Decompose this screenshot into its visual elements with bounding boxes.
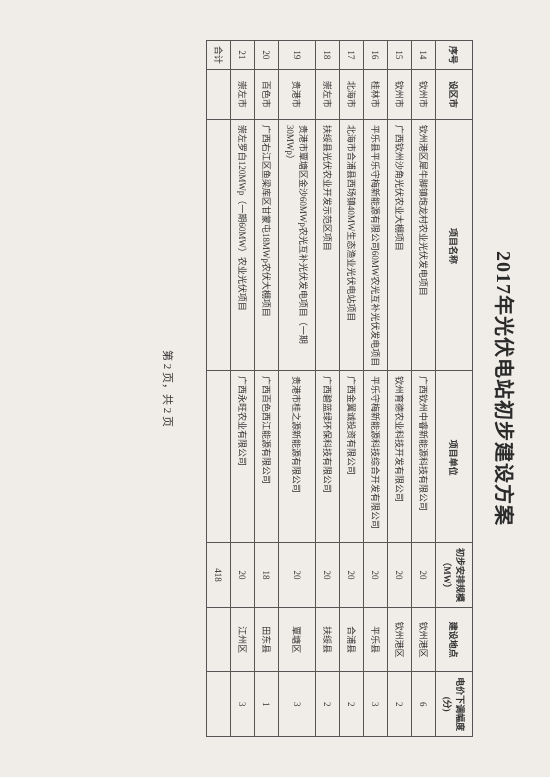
cell-city: 贵港市 xyxy=(279,69,316,119)
cell-scale: 20 xyxy=(316,543,340,608)
cell-seq: 19 xyxy=(279,41,316,70)
cell-adjust: 2 xyxy=(316,672,340,737)
cell-unit: 平乐守梅新能源科技综合开发有限公司 xyxy=(364,371,388,543)
th-city: 设区市 xyxy=(436,69,473,119)
cell-seq: 21 xyxy=(231,41,255,70)
table-row: 17北海市北海市合浦县西场镇40MW生态渔业光伏电站项目广西金翼诚投资有限公司2… xyxy=(340,41,364,737)
cell-location: 钦州港区 xyxy=(412,607,436,672)
cell-city: 崇左市 xyxy=(316,69,340,119)
cell-adjust: 3 xyxy=(364,672,388,737)
cell-city: 崇左市 xyxy=(231,69,255,119)
th-scale: 初步安排规模（MW） xyxy=(436,543,473,608)
cell-city: 钦州市 xyxy=(388,69,412,119)
total-label: 合计 xyxy=(207,41,231,70)
cell-seq: 15 xyxy=(388,41,412,70)
cell-city: 桂林市 xyxy=(364,69,388,119)
table-row: 20百色市广西右江区鱼梁库区甘蒙屯18MWp农伏大棚项目广西百色西江能源有限公司… xyxy=(255,41,279,737)
cell-location: 平乐县 xyxy=(364,607,388,672)
cell-seq: 16 xyxy=(364,41,388,70)
cell-city: 北海市 xyxy=(340,69,364,119)
table-row: 21崇左市崇左罗白120MWp（一期60MW）农业光伏项目广西永旺农业有限公司2… xyxy=(231,41,255,737)
cell-location: 覃塘区 xyxy=(279,607,316,672)
cell-unit: 广西金翼诚投资有限公司 xyxy=(340,371,364,543)
cell-location: 钦州港区 xyxy=(388,607,412,672)
page-number: 第 2 页，共 2 页 xyxy=(160,40,176,737)
cell-project: 钦州港区犀牛脚镇炮龙村农业光伏发电项目 xyxy=(412,119,436,370)
table-row: 16桂林市平乐县平乐守梅新能源有限公司60MW农光互补光伏发电项目平乐守梅新能源… xyxy=(364,41,388,737)
cell-seq: 17 xyxy=(340,41,364,70)
cell-project: 扶绥县光伏农业开发示范区项目 xyxy=(316,119,340,370)
cell-project: 广西钦州沙角光伏农业大棚项目 xyxy=(388,119,412,370)
cell-location: 扶绥县 xyxy=(316,607,340,672)
th-project: 项目名称 xyxy=(436,119,473,370)
cell-unit: 贵港市桂之源新能源有限公司 xyxy=(279,371,316,543)
cell-adjust: 3 xyxy=(231,672,255,737)
cell-unit: 广西碧蓝绿环保科技有限公司 xyxy=(316,371,340,543)
cell-project: 崇左罗白120MWp（一期60MW）农业光伏项目 xyxy=(231,119,255,370)
cell-project: 平乐县平乐守梅新能源有限公司60MW农光互补光伏发电项目 xyxy=(364,119,388,370)
cell-scale: 20 xyxy=(340,543,364,608)
cell-project: 贵港市覃塘区金沙60MWp农光互补光伏发电项目（一期30MWp） xyxy=(279,119,316,370)
cell-seq: 18 xyxy=(316,41,340,70)
total-row: 合计 418 xyxy=(207,41,231,737)
cell-scale: 20 xyxy=(231,543,255,608)
cell-adjust: 6 xyxy=(412,672,436,737)
cell-seq: 14 xyxy=(412,41,436,70)
th-unit: 项目单位 xyxy=(436,371,473,543)
cell-seq: 20 xyxy=(255,41,279,70)
th-adjust: 电价下调幅度(分) xyxy=(436,672,473,737)
project-table: 序号 设区市 项目名称 项目单位 初步安排规模（MW） 建设地点 电价下调幅度(… xyxy=(206,40,473,737)
th-seq: 序号 xyxy=(436,41,473,70)
cell-adjust: 2 xyxy=(388,672,412,737)
cell-scale: 20 xyxy=(364,543,388,608)
cell-adjust: 1 xyxy=(255,672,279,737)
cell-unit: 广西百色西江能源有限公司 xyxy=(255,371,279,543)
table-body: 14钦州市钦州港区犀牛脚镇炮龙村农业光伏发电项目广西钦州中睿新能源科技有限公司2… xyxy=(207,41,436,737)
cell-scale: 18 xyxy=(255,543,279,608)
cell-city: 百色市 xyxy=(255,69,279,119)
table-row: 19贵港市贵港市覃塘区金沙60MWp农光互补光伏发电项目（一期30MWp）贵港市… xyxy=(279,41,316,737)
cell-scale: 20 xyxy=(279,543,316,608)
total-scale: 418 xyxy=(207,543,231,608)
cell-adjust: 3 xyxy=(279,672,316,737)
cell-project: 广西右江区鱼梁库区甘蒙屯18MWp农伏大棚项目 xyxy=(255,119,279,370)
cell-unit: 广西钦州中睿新能源科技有限公司 xyxy=(412,371,436,543)
cell-location: 田东县 xyxy=(255,607,279,672)
cell-location: 合浦县 xyxy=(340,607,364,672)
table-row: 14钦州市钦州港区犀牛脚镇炮龙村农业光伏发电项目广西钦州中睿新能源科技有限公司2… xyxy=(412,41,436,737)
table-row: 15钦州市广西钦州沙角光伏农业大棚项目钦州育德农业科技开发有限公司20钦州港区2 xyxy=(388,41,412,737)
cell-adjust: 2 xyxy=(340,672,364,737)
cell-scale: 20 xyxy=(412,543,436,608)
cell-unit: 广西永旺农业有限公司 xyxy=(231,371,255,543)
cell-project: 北海市合浦县西场镇40MW生态渔业光伏电站项目 xyxy=(340,119,364,370)
table-row: 18崇左市扶绥县光伏农业开发示范区项目广西碧蓝绿环保科技有限公司20扶绥县2 xyxy=(316,41,340,737)
cell-unit: 钦州育德农业科技开发有限公司 xyxy=(388,371,412,543)
cell-city: 钦州市 xyxy=(412,69,436,119)
page-title: 2017年光伏电站初步建设方案 xyxy=(491,40,520,737)
cell-scale: 20 xyxy=(388,543,412,608)
th-location: 建设地点 xyxy=(436,607,473,672)
cell-location: 江州区 xyxy=(231,607,255,672)
